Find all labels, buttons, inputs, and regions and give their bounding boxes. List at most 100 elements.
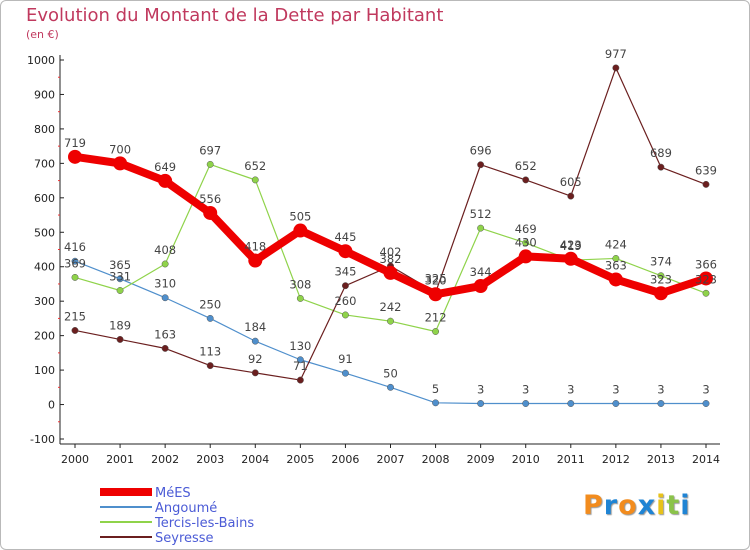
y-tick-label: 700 (34, 157, 55, 170)
data-point (71, 327, 79, 334)
data-point (428, 287, 443, 302)
data-label: 5 (432, 382, 439, 396)
data-point (68, 149, 82, 164)
data-point (116, 335, 124, 343)
data-label: 323 (650, 272, 672, 286)
logo-letter: x (637, 490, 657, 521)
data-label: 215 (64, 309, 86, 323)
data-label: 323 (695, 272, 717, 286)
data-point (113, 156, 128, 171)
data-label: 50 (383, 366, 398, 380)
data-point (248, 253, 263, 268)
data-label: 363 (605, 258, 627, 272)
data-point (293, 223, 308, 238)
x-tick-label: 2007 (377, 453, 405, 466)
data-label: 3 (477, 383, 484, 397)
data-point (383, 265, 398, 280)
data-label: 369 (64, 256, 86, 270)
data-point (473, 279, 488, 294)
legend-label: Angoumé (155, 501, 217, 516)
legend-label: Seyresse (155, 531, 214, 546)
y-tick-label: 400 (34, 261, 55, 274)
y-tick-label: 600 (34, 192, 55, 205)
data-point (387, 317, 394, 325)
data-point (387, 383, 394, 391)
logo-letter: r (603, 490, 619, 521)
data-point (657, 163, 665, 171)
data-label: 418 (244, 240, 266, 254)
data-label: 697 (199, 143, 221, 157)
data-point (206, 314, 214, 322)
data-point (341, 282, 349, 290)
data-label: 512 (470, 207, 492, 221)
x-tick-label: 2009 (467, 453, 495, 466)
y-tick-label: 500 (34, 226, 55, 239)
y-tick-label: 100 (34, 364, 55, 377)
data-label: 308 (289, 277, 311, 291)
data-point (612, 400, 620, 407)
data-point (432, 399, 440, 407)
data-label: 416 (64, 240, 86, 254)
data-label: 556 (199, 192, 221, 206)
data-label: 366 (695, 257, 717, 271)
chart-title: Evolution du Montant de la Dette par Hab… (26, 5, 444, 26)
logo-letter: P (583, 490, 604, 521)
logo-letter: t (666, 490, 681, 521)
data-label: 505 (289, 210, 311, 224)
x-tick-label: 2002 (151, 453, 179, 466)
data-label: 325 (425, 272, 447, 286)
data-label: 3 (657, 383, 664, 397)
x-tick-label: 2010 (512, 453, 540, 466)
data-label: 212 (425, 311, 447, 325)
data-point (251, 337, 259, 345)
data-label: 649 (154, 160, 176, 174)
data-point (653, 286, 668, 301)
y-tick-label: 900 (34, 88, 55, 101)
data-label: 113 (199, 345, 221, 359)
data-label: 260 (334, 294, 356, 308)
logo-letter: o (618, 490, 638, 521)
legend-label: MéES (155, 486, 191, 501)
y-tick-label: 200 (34, 330, 55, 343)
proxiti-logo: Proxiti (583, 490, 691, 521)
data-label: 445 (334, 230, 356, 244)
data-point (522, 239, 530, 247)
data-label: 91 (338, 352, 353, 366)
data-label: 408 (154, 243, 176, 257)
data-label: 719 (64, 136, 86, 150)
data-point (116, 275, 124, 283)
logo-letter: i (656, 490, 667, 521)
data-point (116, 287, 124, 294)
data-label: 424 (605, 237, 627, 251)
data-label: 310 (154, 277, 176, 291)
x-tick-label: 2014 (692, 453, 720, 466)
data-point (477, 161, 485, 169)
data-point (341, 369, 349, 377)
x-tick-label: 2005 (286, 453, 314, 466)
x-tick-label: 2006 (331, 453, 359, 466)
data-label: 344 (470, 265, 492, 279)
legend-label: Tercis-les-Bains (154, 516, 254, 531)
data-label: 130 (289, 339, 311, 353)
data-point (203, 205, 218, 220)
data-point (608, 272, 623, 287)
data-point (702, 289, 710, 297)
data-label: 639 (695, 163, 717, 177)
data-label: 382 (380, 252, 402, 266)
data-point (518, 249, 533, 264)
y-tick-label: -100 (30, 433, 55, 446)
data-label: 696 (470, 144, 492, 158)
data-label: 402 (380, 245, 402, 259)
data-point (206, 160, 214, 168)
data-label: 423 (560, 238, 582, 252)
data-point (338, 244, 353, 259)
data-point (699, 271, 713, 286)
data-point (296, 356, 304, 364)
data-point (341, 311, 349, 319)
data-label: 419 (560, 239, 582, 253)
data-label: 71 (293, 359, 308, 373)
chart-unit: (en €) (26, 28, 59, 41)
data-point (296, 376, 304, 384)
data-label: 345 (334, 265, 356, 279)
data-label: 374 (650, 255, 672, 269)
